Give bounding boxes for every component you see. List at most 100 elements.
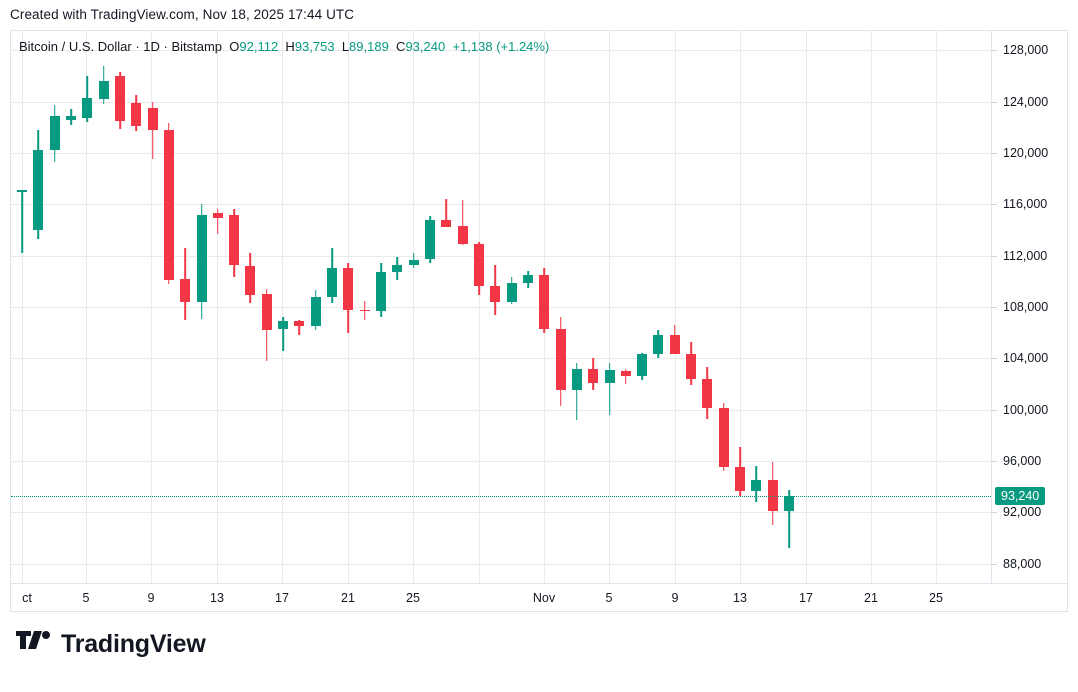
candlestick bbox=[17, 31, 27, 583]
price-axis-tick bbox=[992, 204, 997, 206]
horizontal-gridline bbox=[11, 152, 991, 154]
candle-body bbox=[735, 467, 746, 491]
price-axis-tick bbox=[992, 358, 997, 360]
price-axis-label: 104,000 bbox=[1003, 351, 1049, 366]
legend-open-label: O bbox=[229, 39, 240, 54]
horizontal-gridline bbox=[11, 50, 991, 52]
legend-symbol: Bitcoin / U.S. Dollar bbox=[19, 39, 132, 54]
candlestick bbox=[65, 31, 76, 583]
candlestick bbox=[637, 31, 648, 583]
candlestick bbox=[278, 31, 289, 583]
candle-body bbox=[343, 268, 354, 310]
candle-body bbox=[718, 408, 729, 468]
horizontal-gridline bbox=[11, 255, 991, 257]
candlestick bbox=[457, 31, 468, 583]
candlestick bbox=[571, 31, 582, 583]
candlestick bbox=[294, 31, 305, 583]
price-axis-label: 120,000 bbox=[1003, 145, 1049, 160]
candlestick bbox=[131, 31, 142, 583]
vertical-gridline bbox=[282, 31, 283, 583]
candlestick bbox=[653, 31, 664, 583]
candle-body bbox=[408, 259, 419, 265]
candle-body bbox=[604, 369, 615, 383]
price-axis-label: 100,000 bbox=[1003, 402, 1049, 417]
candle-wick bbox=[461, 200, 464, 246]
current-price-badge[interactable]: 93,240 bbox=[995, 487, 1046, 506]
legend-high-value: 93,753 bbox=[294, 39, 335, 54]
candle-body bbox=[196, 214, 207, 302]
price-axis-tick bbox=[992, 101, 997, 103]
vertical-gridline bbox=[86, 31, 87, 583]
legend-high-label: H bbox=[285, 39, 295, 54]
price-axis-label: 88,000 bbox=[1003, 556, 1042, 571]
candle-body bbox=[425, 219, 435, 260]
candlestick bbox=[310, 31, 321, 583]
candlestick bbox=[473, 31, 484, 583]
vertical-gridline bbox=[22, 31, 23, 583]
candle-wick bbox=[445, 199, 448, 227]
price-axis-label: 96,000 bbox=[1003, 454, 1042, 469]
candle-wick bbox=[625, 368, 627, 384]
candle-body bbox=[261, 294, 272, 331]
tradingview-logo: TradingView bbox=[16, 630, 206, 658]
candlestick bbox=[718, 31, 729, 583]
candle-body bbox=[114, 75, 125, 121]
candle-body bbox=[376, 272, 387, 311]
candle-body bbox=[294, 321, 305, 327]
tradingview-logo-icon bbox=[16, 630, 52, 658]
legend-interval: 1D bbox=[143, 39, 160, 54]
horizontal-gridline bbox=[11, 461, 991, 463]
time-axis[interactable]: ct 5 9 13 17 21 25 Nov 5 9 13 17 21 25 bbox=[11, 583, 1067, 611]
candlestick bbox=[620, 31, 631, 583]
candle-wick bbox=[282, 317, 284, 351]
current-price-line bbox=[11, 496, 991, 498]
candlestick bbox=[212, 31, 223, 583]
candlestick bbox=[702, 31, 713, 583]
time-axis-label: 25 bbox=[929, 591, 943, 605]
time-axis-label: 9 bbox=[147, 591, 155, 605]
candle-body bbox=[539, 274, 550, 329]
legend-close-value: 93,240 bbox=[405, 39, 446, 54]
candle-body bbox=[686, 354, 697, 379]
candle-body bbox=[784, 496, 795, 511]
candle-body bbox=[767, 480, 778, 512]
chart-plot-area[interactable] bbox=[11, 31, 991, 583]
time-axis-label: 25 bbox=[406, 591, 420, 605]
candle-body bbox=[637, 354, 648, 377]
price-axis-tick bbox=[992, 152, 997, 154]
candle-body bbox=[327, 268, 338, 297]
candlestick bbox=[784, 31, 795, 583]
price-axis-tick bbox=[992, 563, 997, 565]
horizontal-gridline bbox=[11, 101, 991, 103]
time-axis-label: ct bbox=[22, 591, 32, 605]
horizontal-gridline bbox=[11, 358, 991, 360]
legend-low-value: 89,189 bbox=[349, 39, 389, 54]
horizontal-gridline bbox=[11, 307, 991, 308]
candlestick bbox=[555, 31, 566, 583]
candle-body bbox=[620, 371, 631, 377]
candle-body bbox=[229, 214, 240, 265]
candle-body bbox=[588, 368, 599, 383]
candle-wick bbox=[608, 363, 611, 415]
candlestick bbox=[147, 31, 158, 583]
vertical-gridline bbox=[740, 31, 741, 583]
price-axis-tick bbox=[992, 50, 997, 52]
candlestick bbox=[163, 31, 174, 583]
price-axis-label: 112,000 bbox=[1003, 248, 1048, 263]
price-axis-tick bbox=[992, 512, 997, 514]
legend-change-absolute: +1,138 bbox=[452, 39, 493, 54]
chart-frame: Bitcoin / U.S. Dollar · 1D · Bitstamp O9… bbox=[10, 30, 1068, 612]
candlestick bbox=[767, 31, 778, 583]
candle-body bbox=[751, 480, 762, 491]
candlestick bbox=[604, 31, 615, 583]
candle-wick bbox=[788, 489, 790, 549]
candlestick bbox=[735, 31, 746, 583]
candle-body bbox=[441, 219, 452, 228]
candlestick bbox=[49, 31, 60, 583]
candlestick bbox=[588, 31, 599, 583]
candle-body bbox=[473, 244, 484, 287]
candlestick bbox=[506, 31, 517, 583]
candlestick bbox=[522, 31, 533, 583]
price-axis[interactable]: 128,000 124,000 120,000 116,000 112,000 108,0… bbox=[991, 31, 1067, 583]
